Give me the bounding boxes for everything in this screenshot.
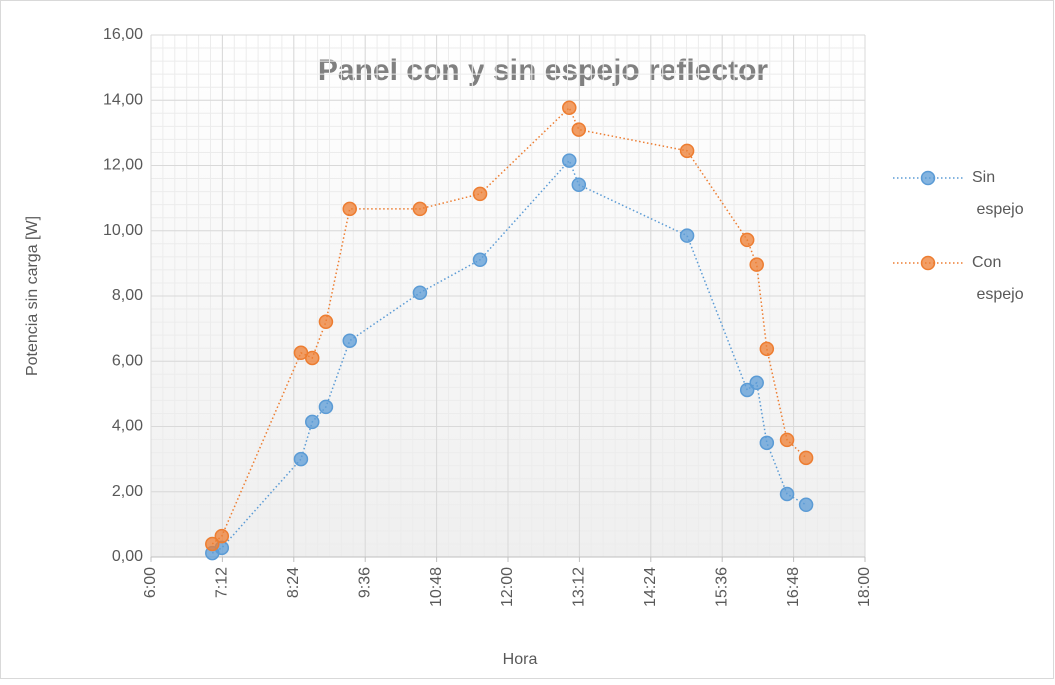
y-tick-label: 10,00	[103, 222, 143, 239]
data-point	[304, 350, 320, 366]
data-point	[318, 399, 334, 415]
data-point	[798, 497, 814, 513]
x-tick-label: 14:24	[642, 567, 659, 607]
x-tick-label: 15:36	[713, 567, 730, 607]
series-line	[211, 106, 807, 545]
data-point	[798, 450, 814, 466]
data-point	[749, 375, 764, 391]
data-point	[679, 143, 695, 159]
legend-marker	[920, 255, 936, 271]
y-tick-label: 4,00	[112, 418, 143, 435]
data-point	[739, 232, 755, 248]
y-tick-label: 0,00	[112, 548, 143, 565]
data-point	[759, 341, 775, 357]
x-tick-label: 16:48	[785, 567, 802, 607]
data-point	[739, 382, 755, 398]
x-tick-label: 13:12	[571, 567, 588, 607]
data-point	[679, 228, 695, 243]
y-tick-label: 14,00	[103, 91, 143, 108]
x-tick-label: 18:00	[856, 567, 873, 607]
y-tick-label: 2,00	[112, 483, 143, 500]
legend-label: Con espejo	[972, 254, 1024, 303]
data-point	[779, 486, 795, 502]
data-point	[562, 153, 577, 168]
data-point	[749, 257, 764, 272]
x-tick-label: 7:12	[214, 567, 231, 598]
series-line	[211, 159, 807, 554]
data-point	[571, 122, 587, 137]
data-point	[293, 451, 309, 467]
data-point	[571, 177, 587, 192]
x-tick-label: 8:24	[285, 567, 302, 598]
data-point	[472, 252, 488, 268]
data-point	[304, 414, 320, 430]
y-tick-label: 16,00	[103, 26, 143, 43]
y-tick-label: 6,00	[112, 352, 143, 369]
x-tick-label: 10:48	[428, 567, 445, 607]
data-point	[318, 314, 334, 330]
y-tick-label: 12,00	[103, 157, 143, 174]
y-axis-title: Potencia sin carga [W]	[24, 216, 41, 376]
legend-marker	[920, 170, 936, 186]
x-tick-label: 12:00	[499, 567, 516, 607]
data-point	[472, 186, 488, 202]
x-tick-label: 6:00	[142, 567, 159, 598]
data-point	[205, 536, 220, 552]
x-tick-label: 9:36	[356, 567, 373, 598]
data-point	[562, 100, 577, 116]
y-tick-label: 8,00	[112, 287, 143, 304]
legend-label: Sin espejo	[972, 169, 1024, 218]
data-point	[759, 435, 775, 451]
data-point	[342, 333, 357, 348]
data-point	[342, 201, 357, 217]
data-point	[412, 285, 428, 300]
data-point	[779, 432, 795, 448]
chart-title: Panel con y sin espejo reflector	[318, 54, 768, 87]
data-point	[214, 528, 230, 544]
data-point	[412, 201, 428, 217]
x-axis-title: Hora	[503, 651, 538, 668]
